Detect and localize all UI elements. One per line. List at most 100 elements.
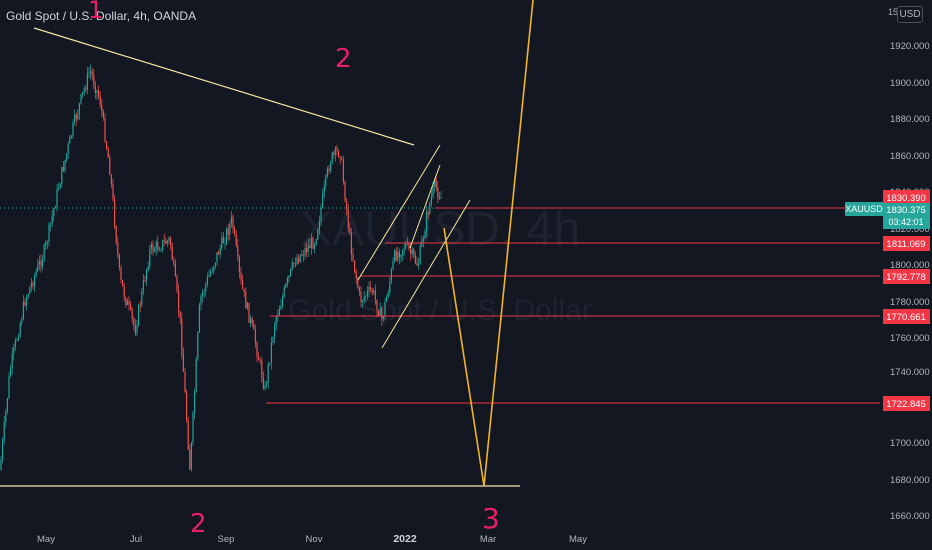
candle-body	[258, 356, 260, 361]
candle-body	[358, 287, 360, 292]
candle-body	[395, 250, 397, 261]
descending-trendline[interactable]	[33, 27, 415, 146]
candle-body	[237, 245, 239, 257]
candle-body	[107, 148, 109, 158]
level-label-1811: 1811.069	[883, 236, 930, 251]
candle-body	[282, 296, 284, 307]
candle-body	[88, 73, 90, 75]
price-tick-label: 1760.000	[890, 333, 930, 344]
candle-body	[299, 254, 301, 263]
candle-body	[326, 168, 328, 176]
candle-body	[13, 347, 15, 354]
candle-body	[243, 288, 245, 292]
candle-body	[226, 228, 228, 243]
candle-body	[218, 252, 220, 255]
candle-body	[360, 291, 362, 303]
candle-body	[166, 240, 168, 244]
candle-body	[157, 241, 159, 250]
candle-body	[293, 262, 295, 264]
candle-body	[262, 377, 264, 389]
candle-body	[320, 207, 322, 222]
channel-lower-line[interactable]	[381, 199, 471, 349]
candle-body	[296, 258, 298, 265]
candle-body	[352, 254, 354, 261]
candle-body	[434, 179, 436, 188]
candle-body	[373, 290, 375, 293]
candle-body	[354, 260, 356, 272]
candle-body	[250, 318, 252, 323]
candle-body	[302, 255, 304, 256]
candle-body	[139, 305, 141, 306]
candle-body	[203, 291, 205, 293]
candle-body	[224, 243, 226, 244]
candle-body	[269, 362, 271, 365]
candle-body	[198, 304, 200, 333]
candle-body	[394, 250, 396, 262]
candle-body	[58, 188, 60, 190]
candle-body	[8, 376, 10, 399]
candle-body	[112, 183, 114, 200]
candle-body	[387, 292, 389, 297]
candle-body	[234, 228, 236, 234]
candle-body	[406, 243, 408, 245]
candle-body	[118, 254, 120, 268]
candle-body	[35, 271, 37, 276]
candle-body	[182, 353, 184, 372]
candle-body	[402, 249, 404, 255]
time-tick-label: Jul	[130, 534, 142, 545]
time-tick-label: Mar	[480, 534, 496, 545]
candle-body	[154, 249, 156, 252]
price-tick-label: 1900.000	[890, 78, 930, 89]
candle-body	[219, 247, 221, 255]
candle-body	[72, 122, 74, 137]
candle-body	[5, 410, 7, 423]
candle-body	[117, 242, 119, 255]
candle-body	[125, 297, 127, 305]
candle-body	[147, 266, 149, 270]
currency-button[interactable]: USD	[897, 6, 923, 23]
wedge-line[interactable]	[409, 164, 441, 249]
candle-body	[158, 249, 160, 251]
candle-body	[187, 420, 189, 450]
candle-body	[122, 279, 124, 287]
projection-path[interactable]	[443, 0, 534, 487]
candle-body	[155, 241, 157, 250]
candle-body	[56, 189, 58, 208]
candle-body	[294, 263, 296, 265]
time-tick-label: May	[569, 534, 587, 545]
candle-body	[6, 398, 8, 411]
candle-body	[363, 296, 365, 301]
time-axis[interactable]: May Jul Sep Nov 2022 Mar May	[37, 533, 587, 545]
candle-body	[10, 368, 12, 377]
candle-body	[309, 245, 311, 249]
candle-body	[211, 271, 213, 273]
candle-body	[102, 111, 104, 118]
candle-body	[45, 242, 47, 246]
candle-body	[378, 311, 380, 317]
candle-body	[322, 193, 324, 208]
candle-body	[366, 290, 368, 297]
candle-body	[0, 459, 2, 470]
price-tick-label: 1860.000	[890, 151, 930, 162]
candle-body	[101, 104, 103, 112]
candle-body	[275, 317, 277, 326]
candle-body	[43, 245, 45, 260]
candle-body	[298, 258, 300, 263]
candle-body	[46, 242, 48, 243]
candle-body	[242, 280, 244, 289]
candle-body	[22, 301, 24, 319]
candle-body	[267, 364, 269, 383]
candle-body	[382, 316, 384, 319]
candle-body	[389, 281, 391, 293]
candle-body	[82, 91, 84, 95]
candle-body	[200, 296, 202, 305]
candle-body	[232, 216, 234, 229]
candle-body	[142, 280, 144, 291]
channel-upper-line[interactable]	[357, 144, 441, 281]
time-tick-label: 2022	[393, 533, 417, 545]
candle-body	[26, 297, 28, 306]
candle-body	[141, 290, 143, 306]
candle-body	[205, 284, 207, 292]
candle-body	[115, 226, 117, 243]
